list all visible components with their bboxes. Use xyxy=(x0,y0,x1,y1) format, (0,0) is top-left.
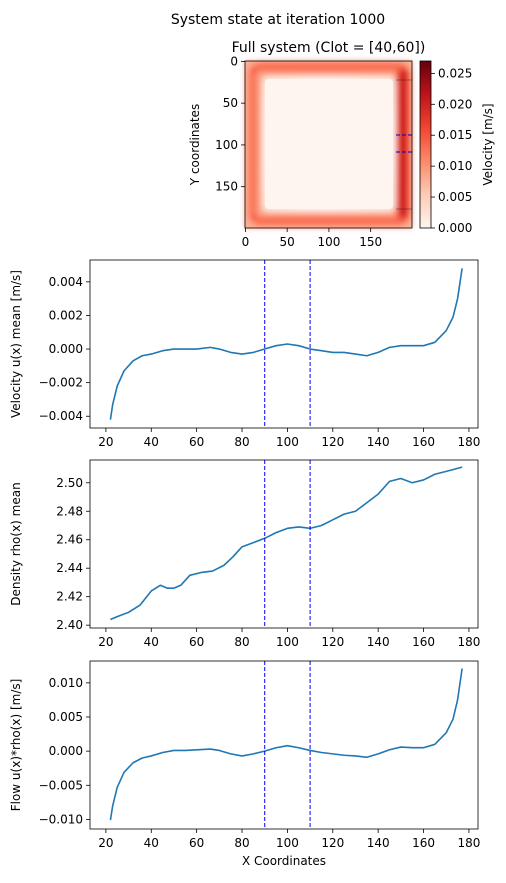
density-panel: 20 40 60 80 100 120 140 160 180 2.40 2.42 2.44 2.46 2… xyxy=(9,459,480,649)
heatmap-panel: Full system (Clot = [40,60]) 0 50 100 150 0… xyxy=(188,40,495,249)
y-tick-label: 0.004 xyxy=(49,275,83,289)
x-tick-label: 80 xyxy=(234,635,249,649)
x-tick-label: 180 xyxy=(457,435,480,449)
series-line xyxy=(109,268,463,420)
y-tick-label: −0.010 xyxy=(39,812,83,826)
colorbar-tick-label: 0.025 xyxy=(438,66,472,80)
colorbar-gradient xyxy=(419,60,432,229)
colorbar-tick-label: 0.015 xyxy=(438,128,472,142)
heatmap-frame xyxy=(244,60,413,229)
heatmap-y-axis: 0 50 100 150 xyxy=(215,54,245,194)
x-tick-label: 40 xyxy=(144,836,159,850)
x-tick-label: 120 xyxy=(321,435,344,449)
x-tick-label: 20 xyxy=(98,635,113,649)
series-line xyxy=(109,668,463,821)
x-tick-label: 140 xyxy=(367,435,390,449)
colorbar-tick-label: 0.010 xyxy=(438,159,472,173)
heatmap-y-tick-label: 0 xyxy=(230,54,238,68)
x-tick-label: 40 xyxy=(144,435,159,449)
y-axis-label: Velocity u(x) mean [m/s] xyxy=(9,270,23,418)
x-axis-label: X Coordinates xyxy=(242,854,326,868)
x-tick-label: 120 xyxy=(321,635,344,649)
colorbar-tick-label: 0.000 xyxy=(438,221,472,235)
y-tick-label: 0.010 xyxy=(49,676,83,690)
x-tick-label: 140 xyxy=(367,635,390,649)
y-tick-label: 2.50 xyxy=(56,476,83,490)
y-tick-label: −0.002 xyxy=(39,376,83,390)
x-tick-label: 140 xyxy=(367,836,390,850)
colorbar: 0.000 0.005 0.010 0.015 0.020 0.025 Velocity … xyxy=(419,60,495,235)
heatmap-x-tick-label: 150 xyxy=(359,235,382,249)
plot-frame xyxy=(89,259,479,429)
y-tick-label: 2.44 xyxy=(56,561,83,575)
velocity-panel: 20 40 60 80 100 120 140 160 180 −0.004 −0.002 0.000… xyxy=(9,259,480,449)
y-tick-label: −0.004 xyxy=(39,409,83,423)
x-tick-label: 20 xyxy=(98,435,113,449)
colorbar-tick-label: 0.020 xyxy=(438,97,472,111)
heatmap-y-tick-label: 150 xyxy=(215,180,238,194)
x-tick-label: 20 xyxy=(98,836,113,850)
y-tick-label: 0.005 xyxy=(49,710,83,724)
plot-frame xyxy=(89,660,479,830)
heatmap-x-axis: 0 50 100 150 xyxy=(242,228,382,249)
x-tick-label: 180 xyxy=(457,836,480,850)
heatmap-x-tick-label: 50 xyxy=(280,235,295,249)
heatmap-image xyxy=(245,61,412,228)
y-axis-label: Density rho(x) mean xyxy=(9,482,23,605)
x-tick-label: 120 xyxy=(321,836,344,850)
x-tick-label: 100 xyxy=(276,836,299,850)
heatmap-y-tick-label: 50 xyxy=(223,96,238,110)
y-tick-label: 2.42 xyxy=(56,590,83,604)
y-tick-label: −0.005 xyxy=(39,778,83,792)
y-tick-label: 0.000 xyxy=(49,744,83,758)
heatmap-ylabel: Y coordinates xyxy=(188,104,202,186)
x-tick-label: 60 xyxy=(189,435,204,449)
x-tick-label: 100 xyxy=(276,435,299,449)
x-tick-label: 100 xyxy=(276,635,299,649)
y-tick-label: 2.40 xyxy=(56,618,83,632)
x-tick-label: 180 xyxy=(457,635,480,649)
y-tick-label: 0.002 xyxy=(49,308,83,322)
x-tick-label: 60 xyxy=(189,635,204,649)
x-tick-label: 160 xyxy=(412,635,435,649)
x-tick-label: 60 xyxy=(189,836,204,850)
heatmap-x-tick-label: 100 xyxy=(317,235,340,249)
series-line xyxy=(110,466,463,621)
y-tick-label: 2.46 xyxy=(56,533,83,547)
colorbar-label: Velocity [m/s] xyxy=(481,103,495,185)
plot-frame xyxy=(89,459,479,629)
x-tick-label: 160 xyxy=(412,435,435,449)
y-tick-label: 2.48 xyxy=(56,504,83,518)
heatmap-title: Full system (Clot = [40,60]) xyxy=(232,40,426,56)
heatmap-y-tick-label: 100 xyxy=(215,138,238,152)
x-tick-label: 80 xyxy=(234,836,249,850)
colorbar-tick-label: 0.005 xyxy=(438,190,472,204)
y-axis-label: Flow u(x)*rho(x) [m/s] xyxy=(9,679,23,812)
x-tick-label: 40 xyxy=(144,635,159,649)
heatmap-x-tick-label: 0 xyxy=(242,235,250,249)
x-tick-label: 160 xyxy=(412,836,435,850)
x-tick-label: 80 xyxy=(234,435,249,449)
y-tick-label: 0.000 xyxy=(49,342,83,356)
flow-panel: 20 40 60 80 100 120 140 160 180 −0.010 −0.005 0.000… xyxy=(9,660,480,868)
figure-title: System state at iteration 1000 xyxy=(171,12,385,28)
